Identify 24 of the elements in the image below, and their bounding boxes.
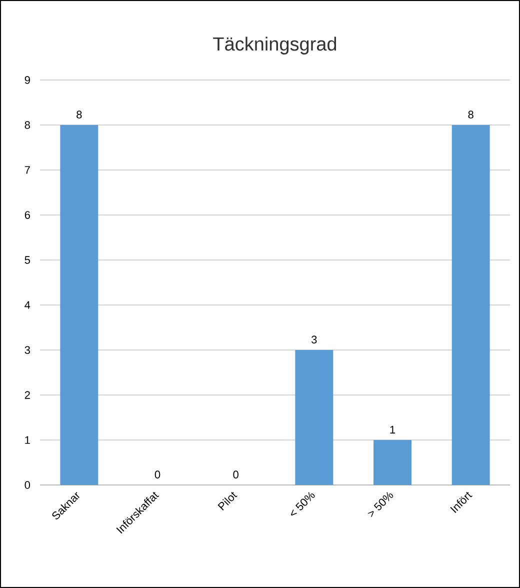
y-tick-label: 3 bbox=[24, 346, 30, 354]
bar bbox=[60, 124, 98, 485]
data-label: 1 bbox=[390, 426, 396, 434]
y-tick-label: 2 bbox=[24, 391, 30, 399]
bar bbox=[295, 350, 334, 485]
y-tick-label: 5 bbox=[24, 256, 30, 264]
bar bbox=[374, 440, 412, 485]
y-tick-label: 4 bbox=[24, 301, 30, 309]
x-tick-label: > 50% bbox=[368, 492, 394, 518]
y-tick-label: 8 bbox=[24, 121, 30, 129]
y-tick-label: 0 bbox=[24, 481, 30, 489]
x-tick-label: < 50% bbox=[290, 492, 315, 516]
data-label: 3 bbox=[312, 336, 317, 344]
y-tick-label: 1 bbox=[25, 436, 30, 444]
data-label: 0 bbox=[233, 470, 238, 478]
data-label: 0 bbox=[154, 470, 160, 478]
chart-title: Täckningsgrad bbox=[213, 36, 336, 54]
y-tick-label: 9 bbox=[24, 76, 30, 84]
data-label: 8 bbox=[468, 110, 474, 118]
x-tick-label: Pilot bbox=[218, 492, 238, 510]
y-tick-label: 6 bbox=[24, 211, 30, 219]
bar bbox=[452, 124, 490, 485]
data-label: 8 bbox=[76, 110, 82, 118]
y-tick-label: 7 bbox=[24, 166, 30, 174]
